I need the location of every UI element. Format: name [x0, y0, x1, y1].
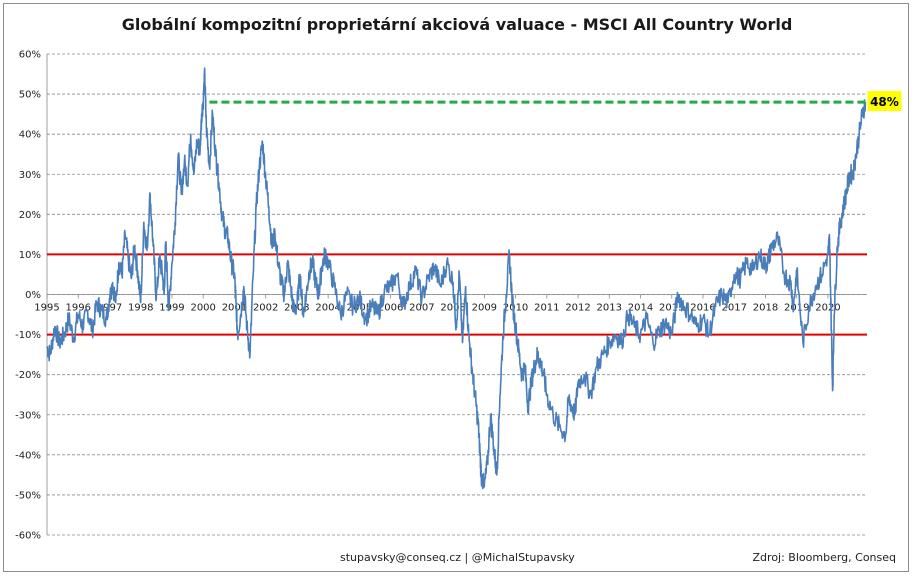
x-tick-label: 2018 — [753, 303, 778, 314]
x-tick-label: 2006 — [378, 303, 403, 314]
x-tick-label: 2004 — [315, 303, 340, 314]
chart-frame — [3, 3, 909, 572]
x-tick-label: 2011 — [534, 303, 559, 314]
x-tick-label: 2002 — [253, 303, 278, 314]
x-tick-label: 2019 — [784, 303, 809, 314]
y-tick-label: -10% — [15, 330, 41, 341]
x-tick-label: 2012 — [565, 303, 590, 314]
footer-contact: stupavsky@conseq.cz | @MichalStupavsky — [340, 551, 575, 564]
y-tick-label: 40% — [19, 130, 41, 141]
x-tick-label: 2005 — [347, 303, 372, 314]
x-tick-label: 2014 — [628, 303, 653, 314]
valuation-series-line — [46, 67, 867, 490]
x-tick-label: 2016 — [690, 303, 715, 314]
chart-title: Globální kompozitní proprietární akciová… — [121, 15, 793, 34]
x-tick-label: 1998 — [128, 303, 153, 314]
y-tick-label: 0% — [25, 290, 41, 301]
x-tick-label: 2000 — [190, 303, 215, 314]
current-value-label: 48% — [870, 95, 899, 109]
y-tick-label: -30% — [15, 410, 41, 421]
current-value-badge — [867, 91, 902, 112]
x-tick-label: 2010 — [503, 303, 528, 314]
x-tick-label: 2007 — [409, 303, 434, 314]
y-tick-label: -50% — [15, 490, 41, 501]
y-tick-label: -60% — [15, 531, 41, 542]
y-tick-label: 50% — [19, 90, 41, 101]
x-tick-label: 2001 — [222, 303, 247, 314]
y-tick-label: 20% — [19, 210, 41, 221]
x-tick-label: 2015 — [659, 303, 684, 314]
y-tick-label: 10% — [19, 250, 41, 261]
footer-source: Zdroj: Bloomberg, Conseq — [752, 551, 896, 564]
x-tick-label: 2020 — [815, 303, 840, 314]
x-tick-label: 2013 — [597, 303, 622, 314]
x-tick-label: 1999 — [159, 303, 184, 314]
x-tick-label: 2017 — [722, 303, 747, 314]
x-tick-label: 2009 — [472, 303, 497, 314]
x-tick-label: 2008 — [440, 303, 465, 314]
y-tick-label: 30% — [19, 170, 41, 181]
x-tick-label: 1996 — [66, 303, 91, 314]
y-tick-label: -20% — [15, 370, 41, 381]
y-tick-label: -40% — [15, 450, 41, 461]
x-tick-label: 1995 — [34, 303, 59, 314]
y-tick-label: 60% — [19, 50, 41, 61]
